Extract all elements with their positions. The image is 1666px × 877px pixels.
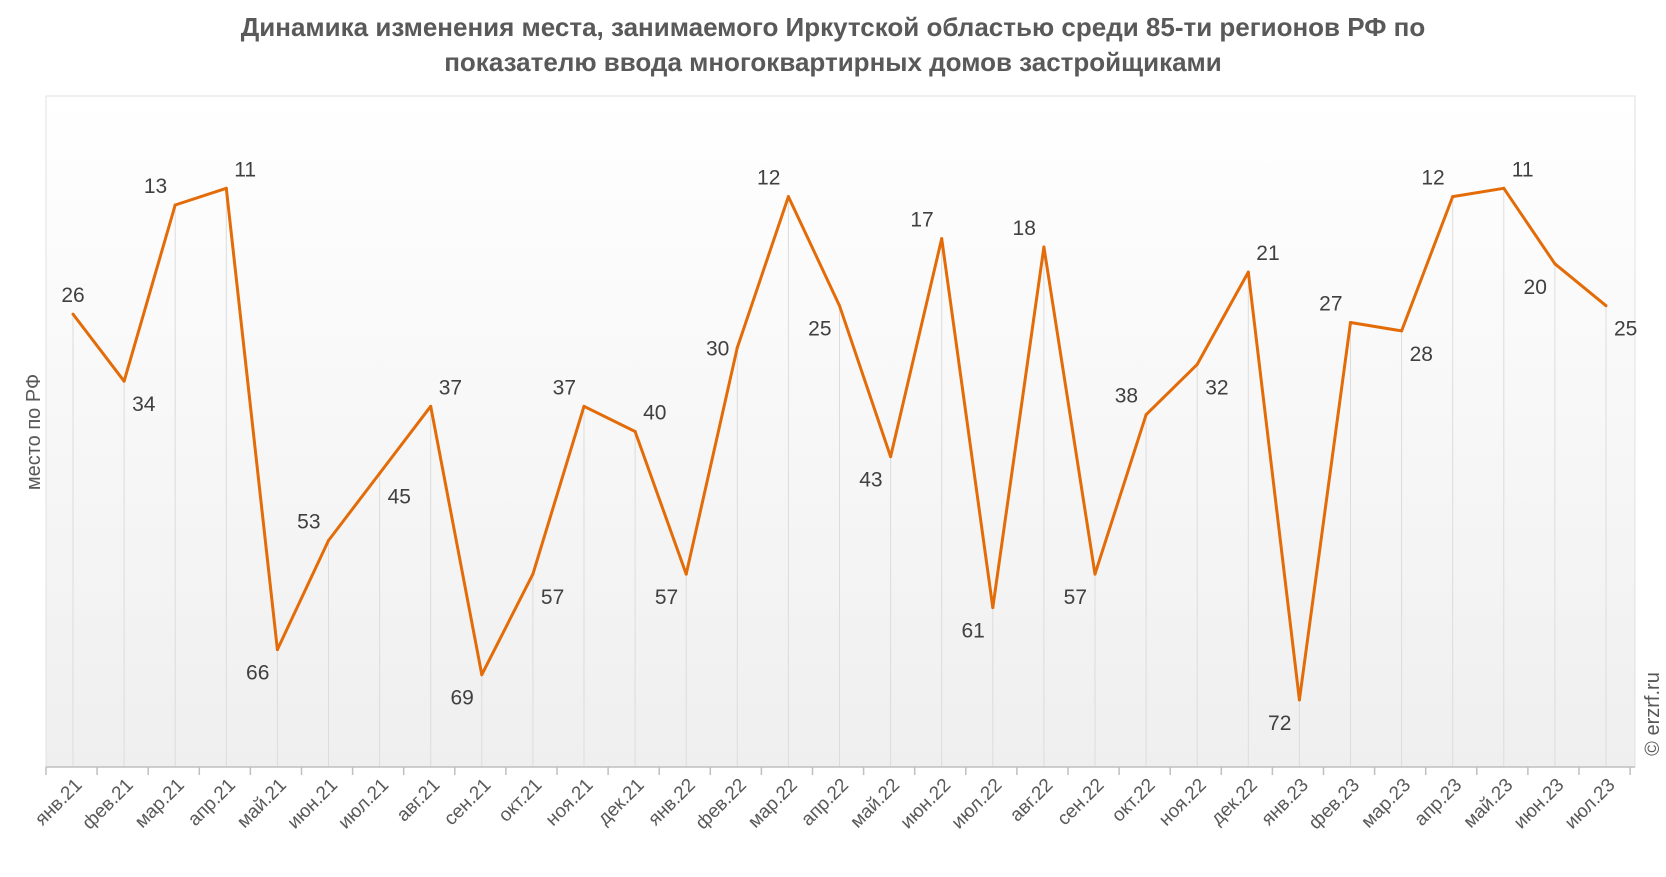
- x-tick-label: сен.21: [440, 775, 495, 830]
- x-tick-label: июн.22: [897, 775, 956, 834]
- data-point: [327, 539, 330, 543]
- data-point: [684, 572, 688, 576]
- data-label: 37: [553, 376, 576, 399]
- data-label: 11: [1512, 158, 1534, 181]
- data-point: [1246, 270, 1250, 274]
- data-point: [1502, 186, 1506, 190]
- x-tick-label: янв.22: [644, 775, 699, 830]
- x-tick-label: дек.21: [594, 775, 649, 830]
- x-tick-label: авг.22: [1006, 775, 1057, 826]
- data-point: [122, 379, 126, 383]
- data-point: [633, 430, 637, 433]
- data-label: 57: [655, 586, 678, 609]
- data-label: 38: [1115, 385, 1138, 408]
- data-point: [991, 606, 995, 610]
- x-tick-label: ноя.22: [1155, 775, 1211, 831]
- data-point: [429, 404, 433, 408]
- x-tick-label: янв.23: [1258, 775, 1313, 830]
- watermark: © erzrf.ru: [1642, 672, 1664, 756]
- data-label: 57: [541, 586, 564, 609]
- data-point: [889, 455, 893, 459]
- data-label: 18: [1013, 217, 1036, 240]
- data-label: 32: [1205, 376, 1228, 399]
- data-label: 25: [808, 318, 831, 341]
- x-tick-label: июл.22: [948, 775, 1007, 834]
- data-label: 25: [1614, 318, 1637, 341]
- x-tick-label: июл.21: [334, 775, 393, 834]
- x-tick-label: мар.21: [131, 775, 189, 833]
- data-label: 26: [61, 284, 84, 307]
- data-label: 72: [1268, 712, 1291, 735]
- data-point: [1042, 245, 1046, 249]
- data-point: [1553, 262, 1557, 266]
- data-point: [1400, 329, 1404, 333]
- x-tick-label: июл.23: [1561, 775, 1620, 834]
- data-label: 30: [706, 338, 729, 361]
- chart-title-line-1: Динамика изменения места, занимаемого Ир…: [241, 12, 1426, 42]
- data-label: 45: [388, 485, 411, 508]
- x-tick-label: мар.22: [744, 775, 802, 833]
- data-label: 27: [1319, 292, 1342, 315]
- x-tick-label: окт.22: [1108, 775, 1160, 827]
- data-label: 28: [1410, 343, 1433, 366]
- x-tick-label: авг.21: [393, 775, 444, 826]
- chart-title-line-2: показателю ввода многоквартирных домов з…: [444, 47, 1222, 77]
- data-point: [173, 203, 177, 207]
- data-point: [224, 186, 228, 190]
- data-point: [480, 673, 484, 677]
- data-label: 12: [757, 167, 780, 190]
- x-tick-label: июн.23: [1510, 775, 1569, 834]
- y-axis-title: место по РФ: [23, 374, 45, 490]
- data-label: 37: [439, 376, 462, 399]
- data-label: 34: [132, 393, 156, 416]
- x-tick-label: фев.22: [692, 775, 751, 834]
- data-point: [786, 195, 790, 199]
- data-label: 69: [450, 687, 473, 710]
- data-label: 11: [234, 158, 256, 181]
- data-label: 61: [961, 620, 984, 643]
- data-label: 66: [246, 662, 269, 685]
- x-tick-label: мар.23: [1357, 775, 1415, 833]
- x-tick-label: фев.21: [78, 775, 137, 834]
- x-tick-label: май.23: [1460, 775, 1518, 833]
- x-tick-label: янв.21: [31, 775, 86, 830]
- data-point: [940, 237, 944, 241]
- data-point: [531, 572, 535, 576]
- data-point: [1451, 195, 1455, 199]
- data-label: 43: [859, 469, 882, 492]
- data-point: [275, 648, 279, 652]
- data-point: [1604, 304, 1608, 308]
- x-tick-label: апр.23: [1410, 775, 1466, 831]
- x-tick-label: фев.23: [1305, 775, 1364, 834]
- x-tick-label: окт.21: [495, 775, 547, 827]
- data-label: 13: [144, 175, 167, 198]
- data-label: 57: [1064, 586, 1087, 609]
- x-tick-label: апр.21: [184, 775, 240, 831]
- plot-area: [45, 95, 1636, 768]
- data-point: [1297, 698, 1301, 702]
- x-tick-label: апр.22: [797, 775, 853, 831]
- x-tick-label: май.21: [233, 775, 291, 833]
- data-point: [1144, 413, 1148, 417]
- data-label: 40: [643, 402, 666, 425]
- data-point: [1349, 320, 1352, 324]
- data-label: 53: [297, 511, 320, 534]
- x-tick-label: дек.22: [1207, 775, 1262, 830]
- data-label: 17: [910, 209, 933, 232]
- x-tick-label: сен.22: [1053, 775, 1108, 830]
- data-point: [378, 471, 382, 475]
- data-point: [582, 404, 586, 408]
- data-point: [838, 304, 841, 308]
- data-label: 21: [1256, 242, 1279, 265]
- data-point: [1093, 572, 1097, 576]
- data-point: [735, 346, 739, 350]
- data-point: [71, 312, 75, 316]
- data-label: 12: [1421, 167, 1444, 190]
- data-label: 20: [1524, 276, 1547, 299]
- x-tick-label: июн.21: [284, 775, 343, 834]
- data-point: [1195, 362, 1199, 366]
- x-tick-label: май.22: [846, 775, 904, 833]
- x-tick-label: ноя.21: [542, 775, 598, 831]
